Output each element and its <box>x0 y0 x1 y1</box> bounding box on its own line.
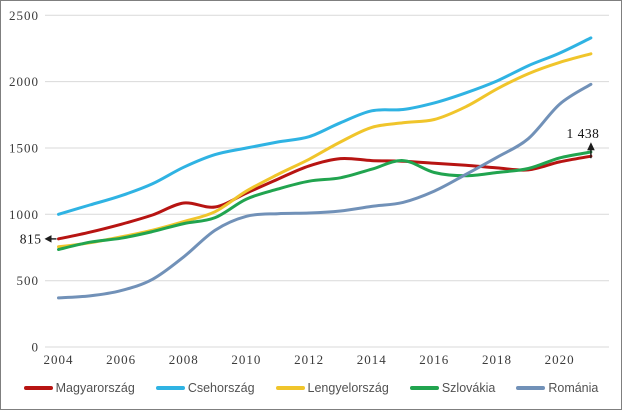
legend-item-romania: Románia <box>516 381 598 395</box>
x-tick-label: 2008 <box>169 352 199 367</box>
legend-label: Csehország <box>187 381 255 395</box>
legend-item-csehorszag: Csehország <box>155 381 255 395</box>
legend-line-swatch-icon <box>409 386 439 390</box>
left-arrow-icon <box>44 235 52 243</box>
x-tick-label: 2004 <box>44 352 74 367</box>
series-line-0 <box>57 154 593 241</box>
x-tick-label: 2018 <box>482 352 512 367</box>
y-tick-label: 1500 <box>9 141 39 156</box>
x-tick-label: 2010 <box>231 352 261 367</box>
annotation-label: 1 438 <box>566 126 599 141</box>
y-tick-label: 2000 <box>9 74 39 89</box>
legend-item-lengyelorszag: Lengyelország <box>275 381 389 395</box>
chart-legend: Magyarország Csehország Lengyelország Sz… <box>1 381 621 395</box>
y-tick-label: 500 <box>17 273 40 288</box>
legend-item-magyarorszag: Magyarország <box>23 381 135 395</box>
x-tick-label: 2006 <box>106 352 136 367</box>
x-tick-label: 2014 <box>357 352 387 367</box>
legend-line-swatch-icon <box>23 386 53 390</box>
legend-label: Magyarország <box>55 381 135 395</box>
x-tick-label: 2012 <box>294 352 324 367</box>
legend-label: Románia <box>548 381 599 395</box>
x-tick-label: 2016 <box>419 352 449 367</box>
legend-label: Lengyelország <box>307 381 389 395</box>
series-line-3 <box>57 150 593 251</box>
series-line-4 <box>57 82 593 300</box>
y-tick-label: 1000 <box>9 207 39 222</box>
legend-item-szlovakia: Szlovákia <box>409 381 496 395</box>
y-tick-label: 2500 <box>9 8 39 23</box>
annotation-label: 815 <box>20 231 42 246</box>
x-tick-label: 2020 <box>545 352 575 367</box>
up-arrow-icon <box>587 142 595 151</box>
legend-label: Szlovákia <box>441 381 496 395</box>
series-line-1 <box>57 36 593 216</box>
y-tick-label: 0 <box>32 340 40 355</box>
legend-line-swatch-icon <box>155 386 185 390</box>
legend-line-swatch-icon <box>275 386 305 390</box>
legend-line-swatch-icon <box>516 386 546 390</box>
